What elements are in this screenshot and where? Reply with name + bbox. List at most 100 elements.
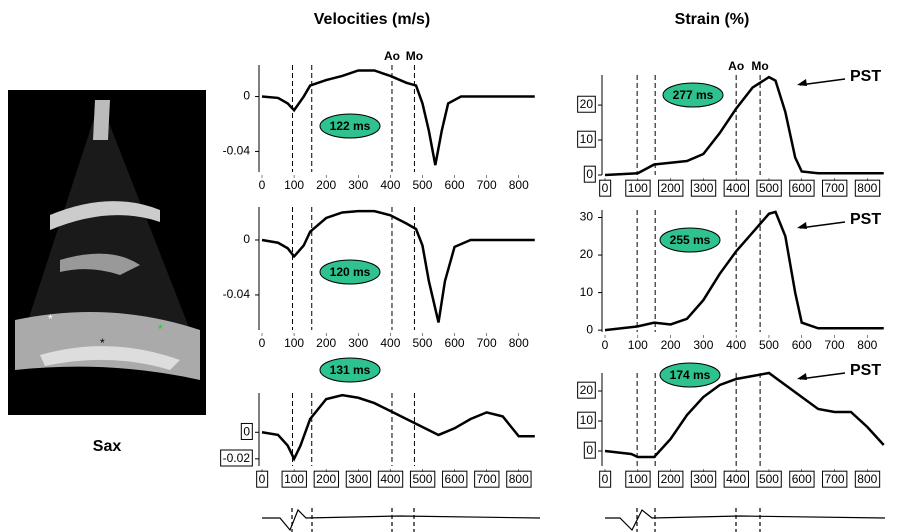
tick-box <box>854 179 881 197</box>
tick-box <box>577 411 596 429</box>
svg-text:*: * <box>48 312 53 326</box>
svg-text:*: * <box>100 336 105 350</box>
duration-label: 255 ms <box>670 233 711 247</box>
x-tick-label: 600 <box>445 336 465 350</box>
x-tick-label: 300 <box>693 338 713 352</box>
y-tick-label: 20 <box>580 97 594 111</box>
tick-box <box>625 179 651 197</box>
tick-box <box>583 441 596 459</box>
data-line <box>261 209 535 323</box>
tick-box <box>474 470 500 488</box>
arrow-head <box>797 79 807 86</box>
duration-badge <box>319 357 381 383</box>
x-tick-label: 400 <box>380 336 400 350</box>
y-tick-label: 0 <box>586 167 593 181</box>
callout-arrow <box>799 78 846 86</box>
tick-box <box>599 179 612 197</box>
y-tick-label: -0.04 <box>223 144 251 158</box>
callout: PST <box>850 68 881 85</box>
x-tick-label: 400 <box>726 338 746 352</box>
tick-box <box>723 470 749 488</box>
tick-box <box>506 470 532 488</box>
x-tick-label: 0 <box>259 178 266 192</box>
tick-box <box>854 470 881 488</box>
x-tick-label: 300 <box>693 181 713 195</box>
duration-label: 131 ms <box>330 363 371 377</box>
x-tick-label: 600 <box>445 178 465 192</box>
x-tick-label: 100 <box>628 181 648 195</box>
data-line <box>261 393 535 462</box>
duration-label: 174 ms <box>670 368 711 382</box>
y-tick-label: 20 <box>580 247 594 261</box>
data-line <box>604 371 885 459</box>
svg-text:*: * <box>158 322 163 336</box>
tick-box <box>789 179 815 197</box>
y-tick-label: 10 <box>580 132 594 146</box>
x-tick-label: 800 <box>509 178 529 192</box>
echo-image: * * * <box>8 90 206 415</box>
tick-box <box>822 179 848 197</box>
x-tick-label: 500 <box>759 181 779 195</box>
y-tick-label: -0.02 <box>223 451 251 465</box>
y-tick-label: 0 <box>586 443 593 457</box>
x-tick-label: 800 <box>857 181 877 195</box>
x-tick-label: 200 <box>661 181 681 195</box>
duration-label: 277 ms <box>673 88 714 102</box>
x-tick-label: 0 <box>602 472 609 486</box>
x-tick-label: 0 <box>602 181 609 195</box>
tick-box <box>577 381 596 399</box>
callout: PST <box>850 211 881 228</box>
tick-box <box>756 179 782 197</box>
tick-box <box>256 470 269 488</box>
tick-box <box>220 449 253 467</box>
duration-badge <box>659 362 721 388</box>
callout-arrow <box>799 372 846 380</box>
data-line <box>604 75 884 177</box>
x-tick-label: 800 <box>509 336 529 350</box>
tick-box <box>409 470 436 488</box>
tick-box <box>723 179 749 197</box>
tick-box <box>822 470 848 488</box>
tick-box <box>625 470 651 488</box>
x-tick-label: 600 <box>445 472 465 486</box>
duration-badge <box>319 113 381 139</box>
tick-box <box>756 470 782 488</box>
x-tick-label: 100 <box>284 472 304 486</box>
x-tick-label: 0 <box>259 336 266 350</box>
duration-badge <box>662 82 724 108</box>
duration-badge <box>659 227 721 253</box>
tick-box <box>313 470 340 488</box>
x-tick-label: 700 <box>825 181 845 195</box>
y-tick-label: -0.04 <box>223 287 251 301</box>
tick-box <box>789 470 815 488</box>
x-tick-label: 100 <box>284 336 304 350</box>
y-tick-label: 10 <box>580 285 594 299</box>
x-tick-label: 200 <box>661 472 681 486</box>
y-tick-label: 0 <box>586 322 593 336</box>
x-tick-label: 500 <box>412 472 432 486</box>
x-tick-label: 500 <box>412 336 432 350</box>
duration-label: 120 ms <box>330 265 371 279</box>
x-tick-label: 800 <box>857 472 877 486</box>
x-tick-label: 400 <box>726 181 746 195</box>
data-line <box>604 210 884 332</box>
x-tick-label: 300 <box>348 472 368 486</box>
ecg-traces <box>262 508 886 532</box>
arrow-head <box>797 222 807 229</box>
x-tick-label: 100 <box>628 338 648 352</box>
tick-box <box>690 179 717 197</box>
event-label: Ao <box>728 59 744 73</box>
tick-box <box>577 95 596 113</box>
data-line <box>261 69 535 166</box>
tick-box <box>577 130 596 148</box>
callout-arrow <box>799 221 846 229</box>
x-tick-label: 700 <box>477 178 497 192</box>
x-tick-label: 100 <box>284 178 304 192</box>
tick-box <box>690 470 717 488</box>
tick-box <box>583 165 596 183</box>
x-tick-label: 300 <box>348 178 368 192</box>
tick-box <box>442 470 468 488</box>
image-label: Sax <box>93 438 122 455</box>
x-tick-label: 500 <box>759 338 779 352</box>
